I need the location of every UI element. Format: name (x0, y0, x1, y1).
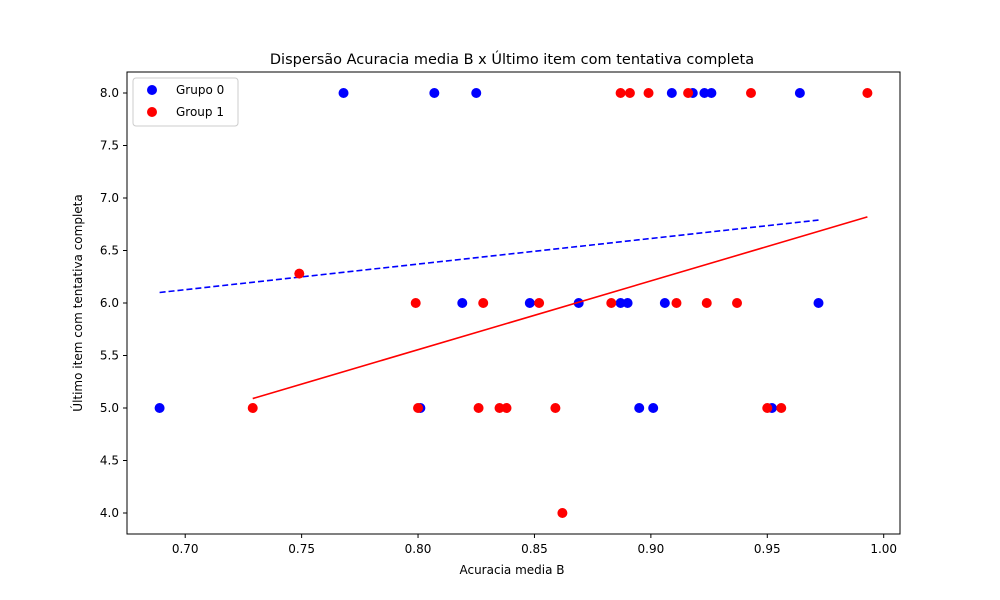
data-point-grupo-0 (154, 403, 165, 413)
data-point-grupo-0 (471, 88, 482, 98)
data-point-grupo-0 (615, 298, 626, 308)
data-point-grupo-0 (338, 88, 349, 98)
data-point-group-1 (762, 403, 773, 413)
data-point-group-1 (776, 403, 787, 413)
y-tick-label: 5.0 (100, 401, 119, 415)
y-axis-label: Último item com tentativa completa (70, 194, 85, 411)
data-point-group-1 (624, 88, 635, 98)
y-tick-label: 7.0 (100, 191, 119, 205)
data-point-group-1 (478, 298, 489, 308)
data-point-group-1 (643, 88, 654, 98)
y-tick-label: 6.0 (100, 296, 119, 310)
legend-marker-grupo-0 (147, 85, 157, 95)
data-point-group-1 (557, 508, 568, 518)
data-point-grupo-0 (813, 298, 824, 308)
y-tick-label: 7.5 (100, 139, 119, 153)
data-point-grupo-0 (429, 88, 440, 98)
data-point-grupo-0 (794, 88, 805, 98)
y-tick-label: 8.0 (100, 86, 119, 100)
data-point-group-1 (534, 298, 545, 308)
trend-line-grupo-0 (159, 219, 819, 294)
y-tick-label: 6.5 (100, 244, 119, 258)
x-axis: 0.70 0.75 0.80 0.85 0.90 0.95 1.00 (172, 534, 897, 556)
y-tick-label: 5.5 (100, 349, 119, 363)
data-point-group-1 (410, 298, 421, 308)
x-tick-label: 0.80 (405, 542, 432, 556)
y-axis: 4.0 4.5 5.0 5.5 6.0 6.5 7.0 7.5 8.0 (100, 86, 127, 520)
data-point-grupo-0 (699, 88, 710, 98)
data-point-group-1 (683, 88, 694, 98)
plot-area (154, 88, 873, 518)
data-point-group-1 (550, 403, 561, 413)
data-point-group-1 (413, 403, 424, 413)
trend-line-group-1 (252, 216, 868, 400)
data-point-group-1 (501, 403, 512, 413)
data-point-grupo-0 (659, 298, 670, 308)
data-point-group-1 (615, 88, 626, 98)
data-point-group-1 (294, 268, 305, 279)
data-point-group-1 (732, 298, 743, 308)
legend: Grupo 0 Group 1 (132, 77, 239, 127)
data-point-group-1 (701, 298, 712, 308)
legend-box (132, 77, 239, 127)
x-axis-label: Acuracia media B (459, 563, 564, 577)
data-point-grupo-0 (648, 403, 659, 413)
data-point-group-1 (862, 88, 873, 98)
data-point-group-1 (671, 298, 682, 308)
x-tick-label: 1.00 (870, 542, 897, 556)
data-point-grupo-0 (524, 298, 535, 308)
y-tick-label: 4.5 (100, 454, 119, 468)
x-tick-label: 0.75 (288, 542, 315, 556)
legend-marker-group-1 (147, 107, 157, 117)
data-point-group-1 (745, 88, 756, 98)
data-point-group-1 (606, 298, 617, 308)
data-point-group-1 (473, 403, 484, 413)
data-point-group-1 (247, 403, 258, 413)
data-point-grupo-0 (706, 88, 717, 98)
y-tick-label: 4.0 (100, 506, 119, 520)
data-point-grupo-0 (622, 298, 633, 308)
x-tick-label: 0.85 (521, 542, 548, 556)
x-tick-label: 0.95 (754, 542, 781, 556)
data-point-grupo-0 (457, 298, 468, 308)
data-point-grupo-0 (666, 88, 677, 98)
data-point-grupo-0 (634, 403, 645, 413)
legend-label-group-1: Group 1 (176, 105, 224, 119)
x-tick-label: 0.70 (172, 542, 199, 556)
x-tick-label: 0.90 (638, 542, 665, 556)
legend-label-grupo-0: Grupo 0 (176, 83, 224, 97)
chart-title: Dispersão Acuracia media B x Último item… (270, 50, 754, 68)
data-point-group-1 (494, 403, 505, 413)
